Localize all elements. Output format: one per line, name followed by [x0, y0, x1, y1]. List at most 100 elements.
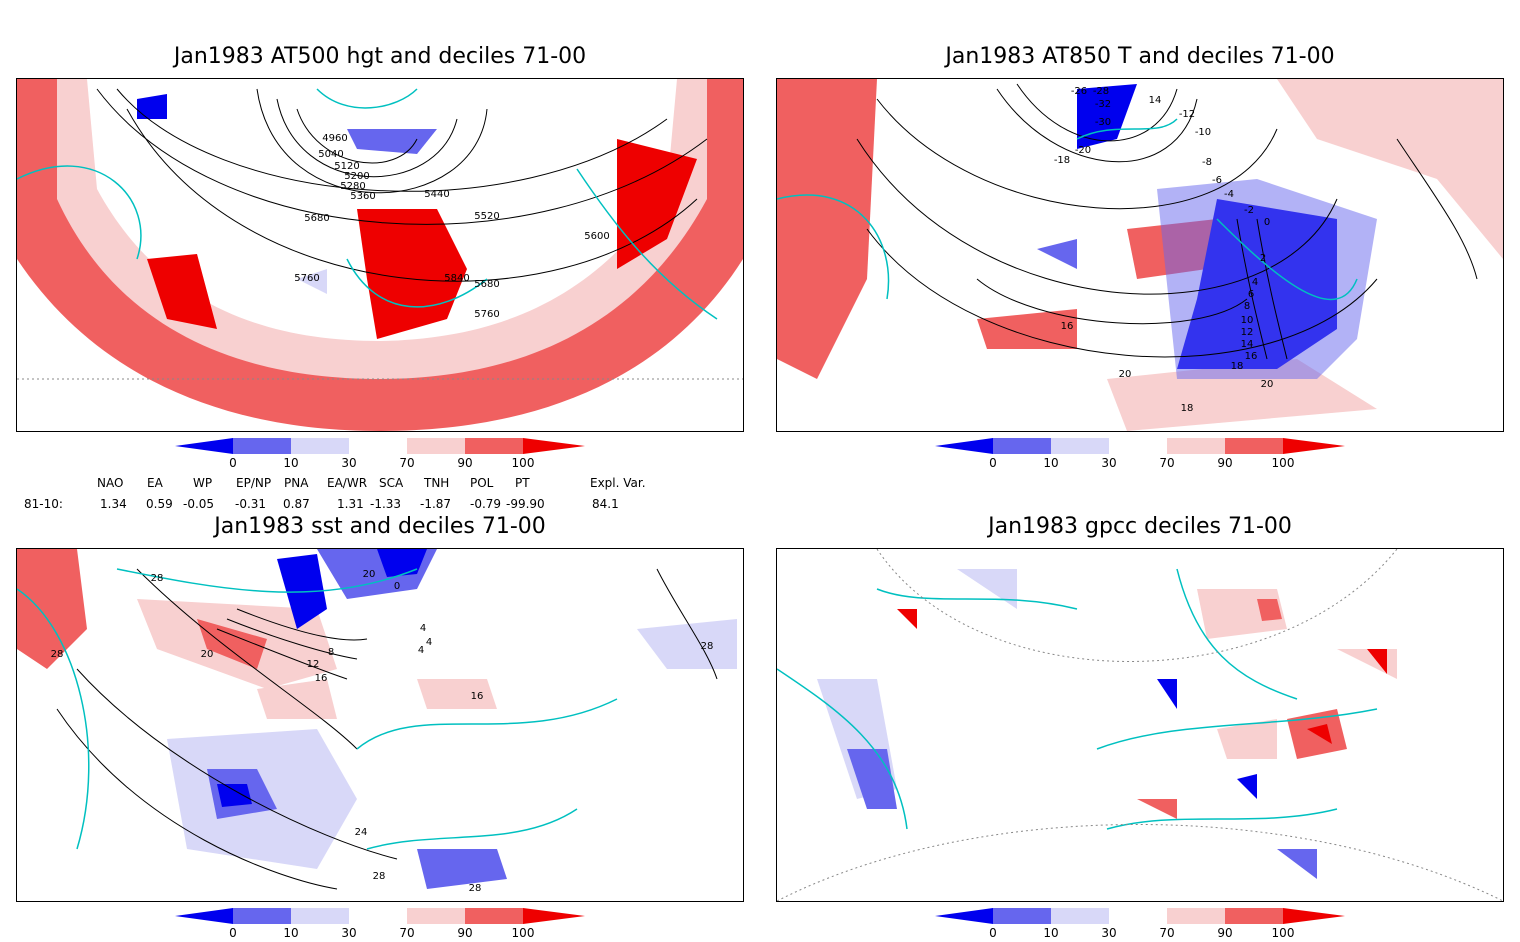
- index-value: 1.31: [337, 497, 364, 511]
- index-header: SCA: [379, 476, 404, 490]
- colorbar-swatch: [233, 438, 291, 454]
- contour-label: 20: [1261, 379, 1274, 390]
- contour-label: 28: [51, 649, 64, 660]
- colorbar-tick-label: 10: [1043, 926, 1059, 940]
- colorbar-tick-label: 0: [229, 926, 237, 940]
- colorbar-swatch: [349, 908, 407, 924]
- colorbar-swatch: [291, 438, 349, 454]
- contour-label: -10: [1195, 127, 1211, 138]
- contour-label: 5440: [424, 189, 449, 200]
- index-value: 0.59: [146, 497, 173, 511]
- contour-label: -8: [1202, 157, 1212, 168]
- contour-label: 0: [1264, 217, 1270, 228]
- colorbar-top-right: 0 10 30 70 90 100: [935, 438, 1345, 472]
- panel-title-t850: Jan1983 AT850 T and deciles 71-00: [945, 44, 1335, 69]
- index-header: EP/NP: [236, 476, 272, 490]
- map-panel-sst: 28 28 20 20 16 12 8 4 4 4 0 16 24 28 28 28: [16, 548, 744, 902]
- map-panel-t850: -26 -28 -32 -30 -18 -20 14 -12 -10 -8 -6 -4 -2 0 2 4 6 8 1…: [776, 78, 1504, 432]
- colorbar-tick-label: 100: [1271, 456, 1295, 470]
- contour-label: 5040: [318, 149, 343, 160]
- colorbar-swatches: [935, 908, 1345, 924]
- contour-label: -2: [1244, 205, 1254, 216]
- colorbar-swatch: [1109, 908, 1167, 924]
- map-panel-gpcc: [776, 548, 1504, 902]
- map-gpcc: [777, 549, 1503, 901]
- index-header: NAO: [97, 476, 124, 490]
- contour-label: 16: [1245, 351, 1258, 362]
- colorbar-tick-label: 100: [511, 456, 535, 470]
- colorbar-tick-label: 10: [283, 456, 299, 470]
- colorbar-swatches: [175, 438, 585, 454]
- contour-label: 4: [426, 637, 432, 648]
- contour-label: -12: [1179, 109, 1195, 120]
- contour-label: -32: [1095, 99, 1111, 110]
- contour-label: 5200: [344, 171, 369, 182]
- colorbar-swatches: [935, 438, 1345, 454]
- colorbar-tick-label: 0: [989, 926, 997, 940]
- contour-label: 18: [1231, 361, 1244, 372]
- colorbar-tick-label: 0: [989, 456, 997, 470]
- contour-label: 20: [1119, 369, 1132, 380]
- index-header: WP: [193, 476, 213, 490]
- contour-label: 28: [151, 573, 164, 584]
- index-value: -0.79: [470, 497, 502, 511]
- contour-label: 12: [1241, 327, 1254, 338]
- colorbar-tick-label: 30: [1101, 926, 1117, 940]
- contour-label: -30: [1095, 117, 1111, 128]
- contour-label: 16: [471, 691, 484, 702]
- contour-label: 4: [420, 623, 426, 634]
- index-header: Expl. Var.: [590, 476, 646, 490]
- colorbar-swatch: [993, 908, 1051, 924]
- indices-row-label: 81-10:: [24, 497, 63, 511]
- colorbar-tick-label: 90: [1217, 926, 1233, 940]
- colorbar-bottom-left: 0 10 30 70 90 100: [175, 908, 585, 942]
- colorbar-swatch: [233, 908, 291, 924]
- contour-label: 8: [328, 647, 334, 658]
- contour-label: -6: [1212, 175, 1222, 186]
- contour-label: 5120: [334, 161, 359, 172]
- colorbar-swatch: [1283, 908, 1345, 924]
- contour-label: 5840: [444, 273, 469, 284]
- colorbar-tick-label: 70: [1159, 926, 1175, 940]
- contour-label: 18: [1181, 403, 1194, 414]
- colorbar-tick-label: 100: [1271, 926, 1295, 940]
- contour-label: 5280: [340, 181, 365, 192]
- colorbar-swatch: [175, 908, 233, 924]
- contour-label: 0: [394, 581, 400, 592]
- colorbar-swatch: [1051, 908, 1109, 924]
- contour-label: 4: [1252, 277, 1258, 288]
- map-t850: -26 -28-32-30-18-2014-12-10-8-6-4-2024681…: [777, 79, 1503, 431]
- index-value: 0.87: [283, 497, 310, 511]
- contour-label: 2: [1260, 253, 1266, 264]
- colorbar-swatches: [175, 908, 585, 924]
- colorbar-bottom-right: 0 10 30 70 90 100: [935, 908, 1345, 942]
- panel-title-sst: Jan1983 sst and deciles 71-00: [214, 514, 546, 539]
- colorbar-tick-label: 10: [1043, 456, 1059, 470]
- colorbar-swatch: [407, 438, 465, 454]
- colorbar-swatch: [175, 438, 233, 454]
- contour-label: 20: [201, 649, 214, 660]
- contour-label: -26: [1071, 86, 1087, 97]
- colorbar-swatch: [935, 908, 993, 924]
- index-value: -99.90: [506, 497, 545, 511]
- contour-label: -28: [1093, 86, 1109, 97]
- contour-labels-t850: -26 -28-32-30-18-2014-12-10-8-6-4-2024681…: [1054, 86, 1274, 414]
- colorbar-swatch: [1225, 438, 1283, 454]
- colorbar-swatch: [349, 438, 407, 454]
- index-header: TNH: [424, 476, 450, 490]
- contour-label: 4960: [322, 133, 347, 144]
- index-value: 84.1: [592, 497, 619, 511]
- colorbar-swatch: [1167, 908, 1225, 924]
- colorbar-tick-label: 90: [457, 926, 473, 940]
- colorbar-swatch: [1109, 438, 1167, 454]
- contour-label: 14: [1149, 95, 1162, 106]
- contour-label: 16: [1061, 321, 1074, 332]
- contour-label: 16: [315, 673, 328, 684]
- panel-title-gpcc: Jan1983 gpcc deciles 71-00: [988, 514, 1292, 539]
- colorbar-tick-label: 10: [283, 926, 299, 940]
- colorbar-tick-label: 100: [511, 926, 535, 940]
- colorbar-swatch: [993, 438, 1051, 454]
